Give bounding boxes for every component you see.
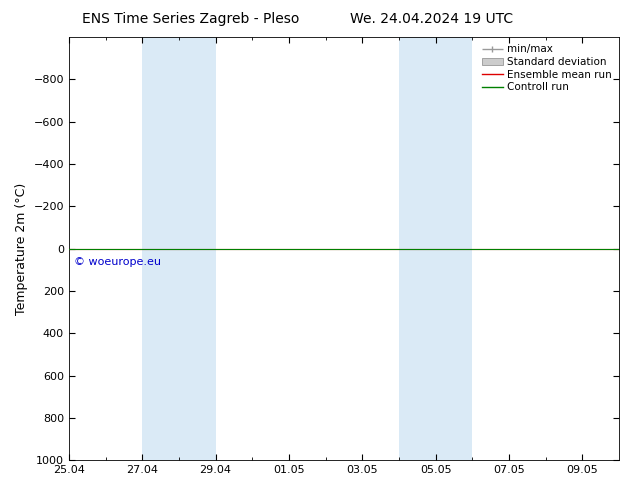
- Text: © woeurope.eu: © woeurope.eu: [74, 257, 162, 267]
- Text: ENS Time Series Zagreb - Pleso: ENS Time Series Zagreb - Pleso: [82, 12, 299, 26]
- Legend: min/max, Standard deviation, Ensemble mean run, Controll run: min/max, Standard deviation, Ensemble me…: [480, 42, 614, 94]
- Y-axis label: Temperature 2m (°C): Temperature 2m (°C): [15, 182, 28, 315]
- Bar: [399, 37, 472, 460]
- Bar: [142, 37, 216, 460]
- Text: We. 24.04.2024 19 UTC: We. 24.04.2024 19 UTC: [349, 12, 513, 26]
